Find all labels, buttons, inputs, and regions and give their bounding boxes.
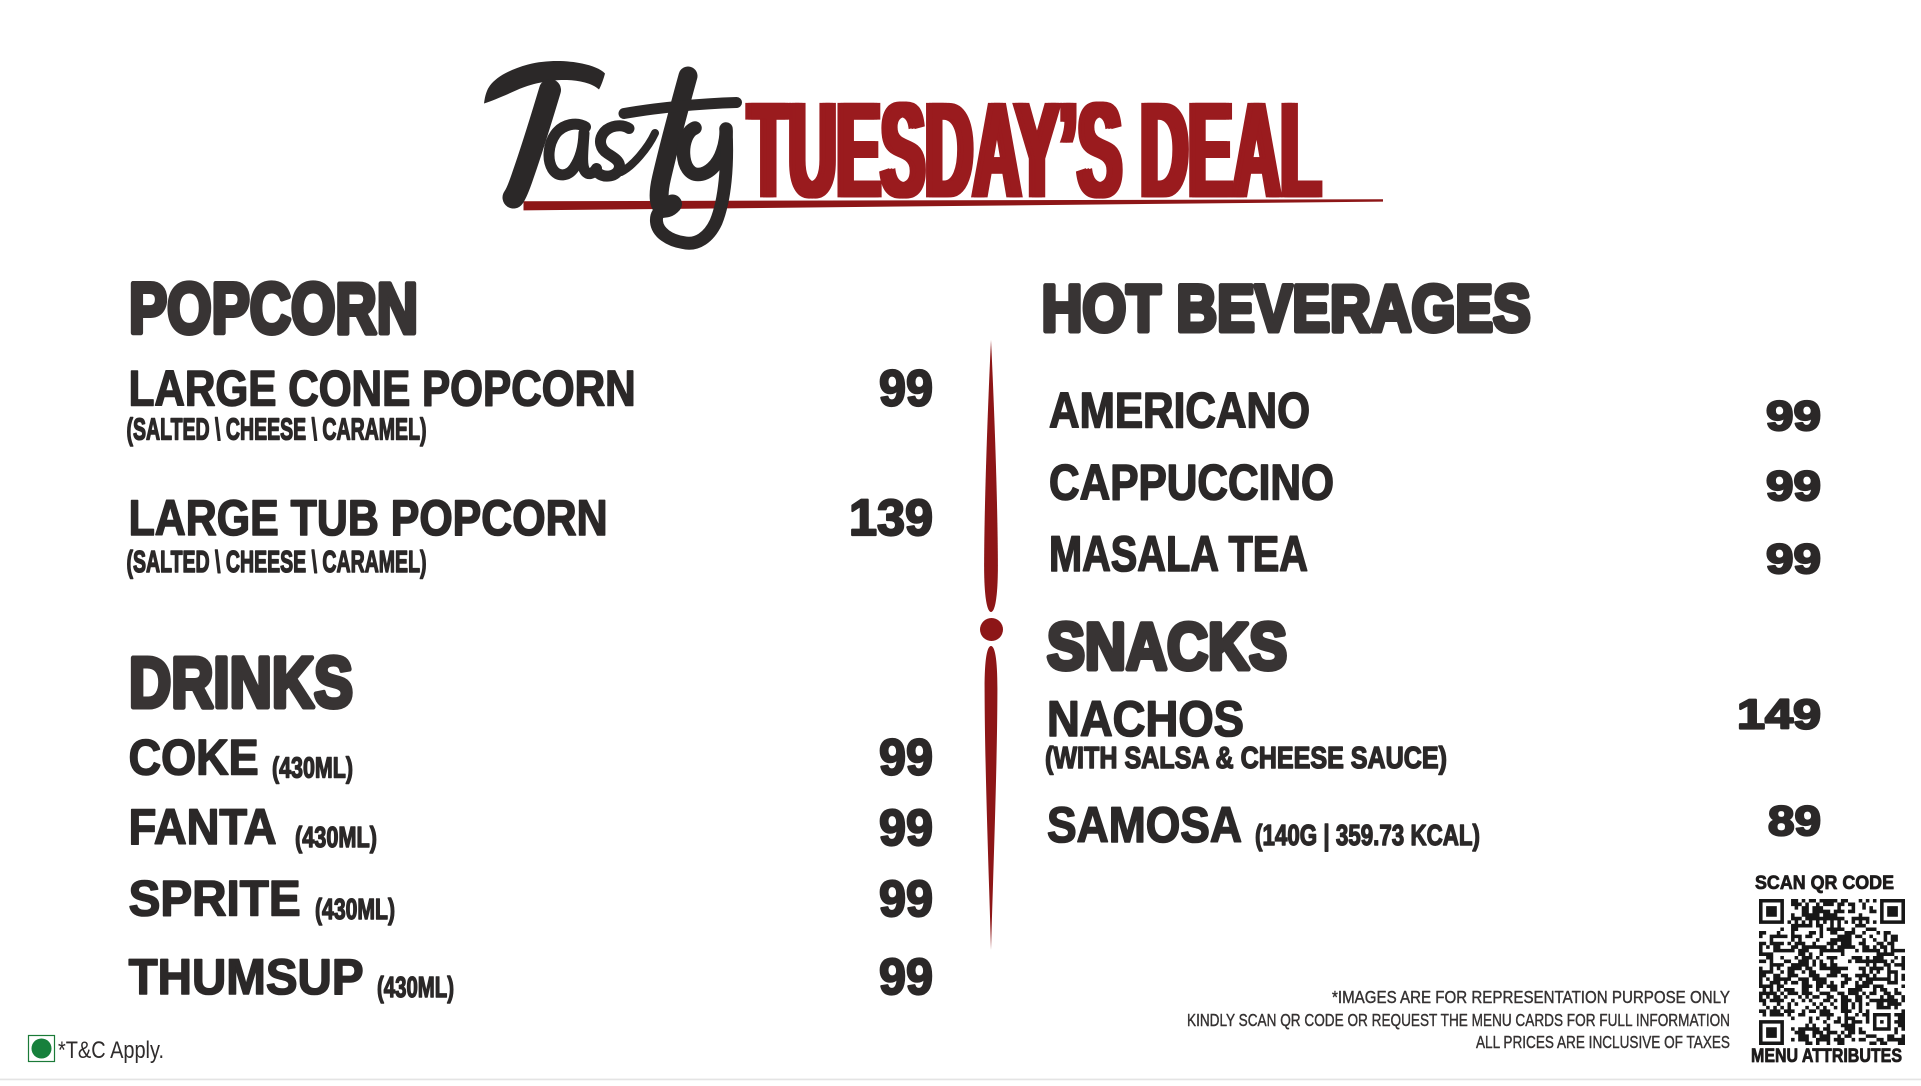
- svg-text:FANTA: FANTA: [129, 799, 277, 855]
- svg-text:99: 99: [1766, 535, 1821, 582]
- svg-text:TUESDAY’S DEAL: TUESDAY’S DEAL: [751, 76, 1324, 226]
- svg-text:89: 89: [1768, 797, 1821, 844]
- svg-text:*IMAGES ARE FOR REPRESENTATION: *IMAGES ARE FOR REPRESENTATION PURPOSE O…: [1332, 987, 1730, 1007]
- svg-text:LARGE TUB POPCORN: LARGE TUB POPCORN: [129, 490, 608, 546]
- svg-text:(430ML): (430ML): [295, 822, 377, 854]
- svg-text:HOT BEVERAGES: HOT BEVERAGES: [1042, 271, 1531, 345]
- svg-text:AMERICANO: AMERICANO: [1049, 383, 1310, 439]
- svg-text:(WITH SALSA & CHEESE SAUCE): (WITH SALSA & CHEESE SAUCE): [1045, 740, 1447, 775]
- svg-text:DRINKS: DRINKS: [129, 644, 353, 723]
- svg-text:(SALTED \ CHEESE \ CARAMEL): (SALTED \ CHEESE \ CARAMEL): [127, 412, 427, 447]
- svg-text:*T&C Apply.: *T&C Apply.: [58, 1037, 164, 1064]
- svg-text:SCAN QR CODE: SCAN QR CODE: [1755, 872, 1894, 894]
- svg-text:POPCORN: POPCORN: [129, 270, 418, 349]
- svg-text:99: 99: [879, 359, 933, 416]
- svg-text:LARGE CONE POPCORN: LARGE CONE POPCORN: [129, 360, 636, 416]
- svg-text:SAMOSA: SAMOSA: [1047, 797, 1242, 853]
- svg-text:(430ML): (430ML): [377, 972, 454, 1004]
- svg-text:(140G | 359.73 KCAL): (140G | 359.73 KCAL): [1255, 820, 1480, 852]
- svg-text:TUESDAY’S DEAL: TUESDAY’S DEAL: [748, 76, 1321, 226]
- svg-text:99: 99: [1766, 392, 1821, 439]
- svg-text:TUESDAY’S DEAL: TUESDAY’S DEAL: [745, 76, 1318, 226]
- svg-text:MASALA TEA: MASALA TEA: [1049, 526, 1308, 582]
- svg-text:CAPPUCCINO: CAPPUCCINO: [1049, 455, 1334, 511]
- svg-text:MENU ATTRIBUTES: MENU ATTRIBUTES: [1751, 1046, 1902, 1067]
- svg-text:KINDLY SCAN QR CODE OR REQUEST: KINDLY SCAN QR CODE OR REQUEST THE MENU …: [1187, 1010, 1730, 1030]
- svg-text:99: 99: [879, 870, 933, 927]
- svg-text:149: 149: [1737, 691, 1821, 738]
- svg-text:(430ML): (430ML): [272, 752, 353, 784]
- svg-text:99: 99: [879, 799, 933, 856]
- svg-text:SNACKS: SNACKS: [1047, 609, 1287, 683]
- svg-text:ALL PRICES ARE INCLUSIVE OF TA: ALL PRICES ARE INCLUSIVE OF TAXES: [1476, 1032, 1730, 1052]
- svg-text:NACHOS: NACHOS: [1047, 691, 1244, 747]
- svg-text:99: 99: [879, 948, 933, 1005]
- svg-text:THUMSUP: THUMSUP: [129, 949, 364, 1005]
- svg-text:SPRITE: SPRITE: [129, 870, 301, 926]
- svg-text:139: 139: [849, 489, 933, 546]
- svg-text:(430ML): (430ML): [315, 894, 395, 926]
- svg-text:(SALTED \ CHEESE \ CARAMEL): (SALTED \ CHEESE \ CARAMEL): [127, 544, 427, 579]
- svg-text:99: 99: [879, 729, 933, 786]
- svg-text:99: 99: [1766, 462, 1821, 509]
- svg-text:COKE: COKE: [129, 729, 259, 785]
